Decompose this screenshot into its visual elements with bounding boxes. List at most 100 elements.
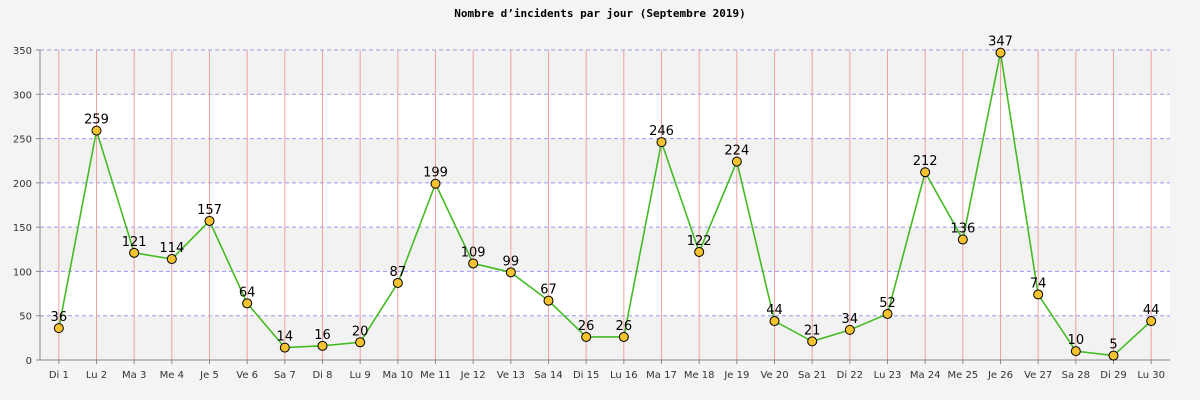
data-point	[543, 295, 554, 306]
data-point	[1070, 346, 1081, 357]
plot-area: 0 50 100 150 200 250 300 350 Di 1 Lu 2 Ma 3 Me 4 Je …	[13, 35, 1170, 381]
data-label: 52	[879, 296, 896, 311]
y-tick-label: 150	[13, 223, 32, 234]
plot-band	[40, 94, 1170, 139]
x-tick-label: Me 4	[160, 370, 184, 381]
data-label: 67	[540, 283, 557, 298]
x-tick-label: Je 12	[460, 370, 486, 381]
x-tick-label: Lu 16	[610, 370, 638, 381]
data-label: 136	[950, 222, 975, 237]
data-label: 212	[913, 154, 938, 169]
data-point	[279, 342, 290, 353]
data-label: 14	[277, 330, 294, 345]
data-point	[204, 215, 215, 226]
x-tick-label: Sa 14	[534, 370, 562, 381]
x-tick-label: Ve 20	[760, 370, 788, 381]
data-point	[957, 234, 968, 245]
data-label: 16	[314, 328, 331, 343]
data-point	[355, 337, 366, 348]
plot-band	[40, 271, 1170, 316]
x-tick-label: Ma 17	[646, 370, 677, 381]
data-label: 99	[503, 254, 520, 269]
data-label: 20	[352, 324, 369, 339]
y-tick-label: 200	[13, 179, 32, 190]
data-label: 64	[239, 285, 256, 300]
x-tick-label: Sa 21	[798, 370, 826, 381]
data-label: 5	[1109, 338, 1117, 353]
data-point	[242, 298, 253, 309]
data-point	[317, 340, 328, 351]
data-point	[468, 258, 479, 269]
x-tick-label: Ve 13	[497, 370, 525, 381]
data-point	[392, 277, 403, 288]
data-point	[920, 167, 931, 178]
y-tick-label: 350	[13, 46, 32, 57]
y-tick-label: 250	[13, 135, 32, 146]
data-label: 36	[51, 310, 68, 325]
plot-band	[40, 315, 1170, 360]
x-tick-label: Di 29	[1100, 370, 1126, 381]
x-tick-label: Ma 24	[910, 370, 941, 381]
x-tick-label: Ma 10	[382, 370, 413, 381]
data-label: 114	[159, 241, 184, 256]
data-label: 109	[461, 245, 486, 260]
x-tick-label: Di 8	[312, 370, 332, 381]
data-label: 199	[423, 166, 448, 181]
x-tick-label: Di 1	[49, 370, 69, 381]
data-point	[53, 323, 64, 334]
data-point	[166, 254, 177, 265]
x-tick-label: Di 15	[573, 370, 599, 381]
data-point	[91, 125, 102, 136]
x-tick-label: Sa 7	[274, 370, 296, 381]
data-label: 224	[724, 144, 749, 159]
data-point	[1108, 350, 1119, 361]
series-line	[58, 52, 1152, 357]
data-point	[807, 336, 818, 347]
x-tick-label: Me 11	[420, 370, 451, 381]
data-point	[505, 267, 516, 278]
chart-title: Nombre d’incidents par jour (Septembre 2…	[454, 7, 745, 20]
y-tick-label: 300	[13, 90, 32, 101]
data-point	[1033, 289, 1044, 300]
data-label: 87	[390, 265, 407, 280]
data-point	[1146, 316, 1157, 327]
x-tick-label: Me 25	[947, 370, 978, 381]
data-point	[995, 47, 1006, 58]
data-label: 44	[1143, 303, 1160, 318]
data-label: 157	[197, 203, 222, 218]
data-label: 74	[1030, 276, 1047, 291]
data-label: 259	[84, 113, 109, 128]
x-tick-label: Je 5	[199, 370, 219, 381]
data-label: 44	[766, 303, 783, 318]
x-tick-label: Lu 23	[874, 370, 902, 381]
x-tick-label: Di 22	[837, 370, 863, 381]
data-label: 122	[687, 234, 712, 249]
data-label: 347	[988, 35, 1013, 50]
plot-band	[40, 50, 1170, 95]
data-point	[430, 178, 441, 189]
y-tick-label: 50	[19, 312, 32, 323]
data-point	[618, 331, 629, 342]
data-point	[129, 247, 140, 258]
data-point	[882, 308, 893, 319]
plot-band	[40, 182, 1170, 228]
x-tick-label: Sa 28	[1062, 370, 1090, 381]
data-label: 121	[122, 235, 147, 250]
y-tick-label: 0	[26, 356, 32, 367]
data-label: 26	[616, 319, 633, 334]
x-tick-label: Je 26	[987, 370, 1013, 381]
data-point	[581, 331, 592, 342]
data-point	[844, 324, 855, 335]
x-tick-label: Lu 2	[86, 370, 107, 381]
data-label: 34	[842, 312, 859, 327]
x-tick-label: Ma 3	[122, 370, 146, 381]
y-tick-label: 100	[13, 267, 32, 278]
data-label: 10	[1068, 333, 1085, 348]
data-point	[769, 316, 780, 327]
x-tick-label: Ve 6	[236, 370, 258, 381]
data-point	[656, 137, 667, 148]
x-tick-label: Ve 27	[1024, 370, 1052, 381]
data-point	[731, 156, 742, 167]
data-label: 21	[804, 323, 821, 338]
